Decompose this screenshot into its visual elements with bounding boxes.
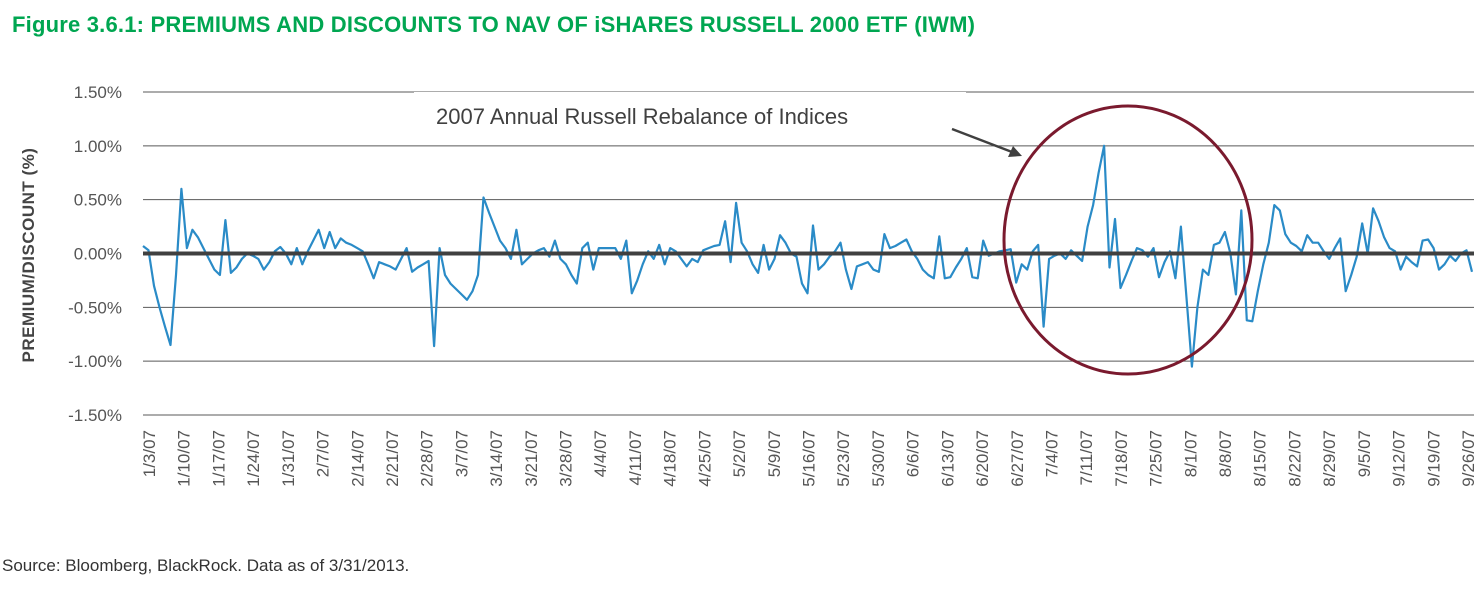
y-tick-label: -1.00% [68, 352, 122, 371]
chart-title: Figure 3.6.1: PREMIUMS AND DISCOUNTS TO … [12, 12, 976, 37]
x-tick-label: 2/14/07 [348, 430, 367, 487]
x-tick-label: 6/20/07 [973, 430, 992, 487]
x-tick-label: 3/28/07 [557, 430, 576, 487]
y-axis-label: PREMIUM/DISCOUNT (%) [19, 148, 38, 363]
x-tick-label: 9/12/07 [1390, 430, 1409, 487]
gridlines [143, 91, 1474, 416]
x-tick-label: 4/11/07 [626, 430, 645, 485]
y-tick-label: 0.50% [74, 191, 122, 210]
x-tick-label: 9/26/07 [1459, 430, 1478, 487]
x-tick-label: 1/24/07 [244, 430, 263, 487]
series-layer [142, 144, 1474, 368]
y-tick-label: -1.50% [68, 406, 122, 425]
x-tick-label: 1/3/07 [140, 430, 159, 477]
annotation-background [414, 92, 966, 138]
annotation-arrow-head [1008, 146, 1022, 157]
x-tick-label: 5/2/07 [730, 430, 749, 477]
x-tick-label: 4/25/07 [695, 430, 714, 487]
x-tick-label: 2/28/07 [418, 430, 437, 487]
x-tick-label: 3/14/07 [487, 430, 506, 487]
x-tick-label: 7/18/07 [1112, 430, 1131, 487]
y-tick-label: 0.00% [74, 245, 122, 264]
annotation-text: 2007 Annual Russell Rebalance of Indices [436, 104, 848, 129]
y-tick-label: 1.50% [74, 83, 122, 102]
y-tick-label: 1.00% [74, 137, 122, 156]
x-tick-label: 8/29/07 [1320, 430, 1339, 487]
x-tick-label: 1/31/07 [279, 430, 298, 487]
x-tick-label: 1/10/07 [175, 430, 194, 487]
annotation-arrow-line [951, 127, 1013, 154]
x-tick-label: 6/27/07 [1008, 430, 1027, 487]
x-tick-label: 4/18/07 [661, 430, 680, 487]
x-tick-label: 6/6/07 [904, 430, 923, 477]
x-axis-tick-labels: 1/3/07 1/10/07 1/17/07 1/24/07 1/31/07 2/7/07… [140, 430, 1478, 487]
x-tick-label: 9/5/07 [1355, 430, 1374, 477]
source-note: Source: Bloomberg, BlackRock. Data as of… [2, 556, 410, 575]
rebalance-highlight-circle [1002, 104, 1254, 376]
x-tick-label: 3/7/07 [452, 430, 471, 477]
chart-area: 1.50% 1.00% 0.50% 0.00% -0.50% -1.00% -1.50% 1… [19, 83, 1478, 487]
y-tick-label: -0.50% [68, 298, 122, 317]
x-tick-label: 7/11/07 [1077, 430, 1096, 485]
premium-discount-series-line [142, 144, 1474, 368]
x-tick-label: 8/1/07 [1181, 430, 1200, 477]
x-tick-label: 8/8/07 [1216, 430, 1235, 477]
x-tick-label: 6/13/07 [938, 430, 957, 487]
x-tick-label: 8/22/07 [1285, 430, 1304, 487]
y-axis-tick-labels: 1.50% 1.00% 0.50% 0.00% -0.50% -1.00% -1.50% [68, 83, 122, 425]
x-tick-label: 2/7/07 [314, 430, 333, 477]
x-tick-label: 7/4/07 [1042, 430, 1061, 477]
x-tick-label: 5/23/07 [834, 430, 853, 487]
x-tick-label: 2/21/07 [383, 430, 402, 487]
x-tick-label: 5/16/07 [800, 430, 819, 487]
x-tick-label: 9/19/07 [1424, 430, 1443, 487]
x-tick-label: 3/21/07 [522, 430, 541, 487]
x-tick-label: 5/30/07 [869, 430, 888, 487]
x-tick-label: 7/25/07 [1147, 430, 1166, 487]
x-tick-label: 4/4/07 [591, 430, 610, 477]
x-tick-label: 1/17/07 [209, 430, 228, 487]
x-tick-label: 8/15/07 [1251, 430, 1270, 487]
x-tick-label: 5/9/07 [765, 430, 784, 477]
